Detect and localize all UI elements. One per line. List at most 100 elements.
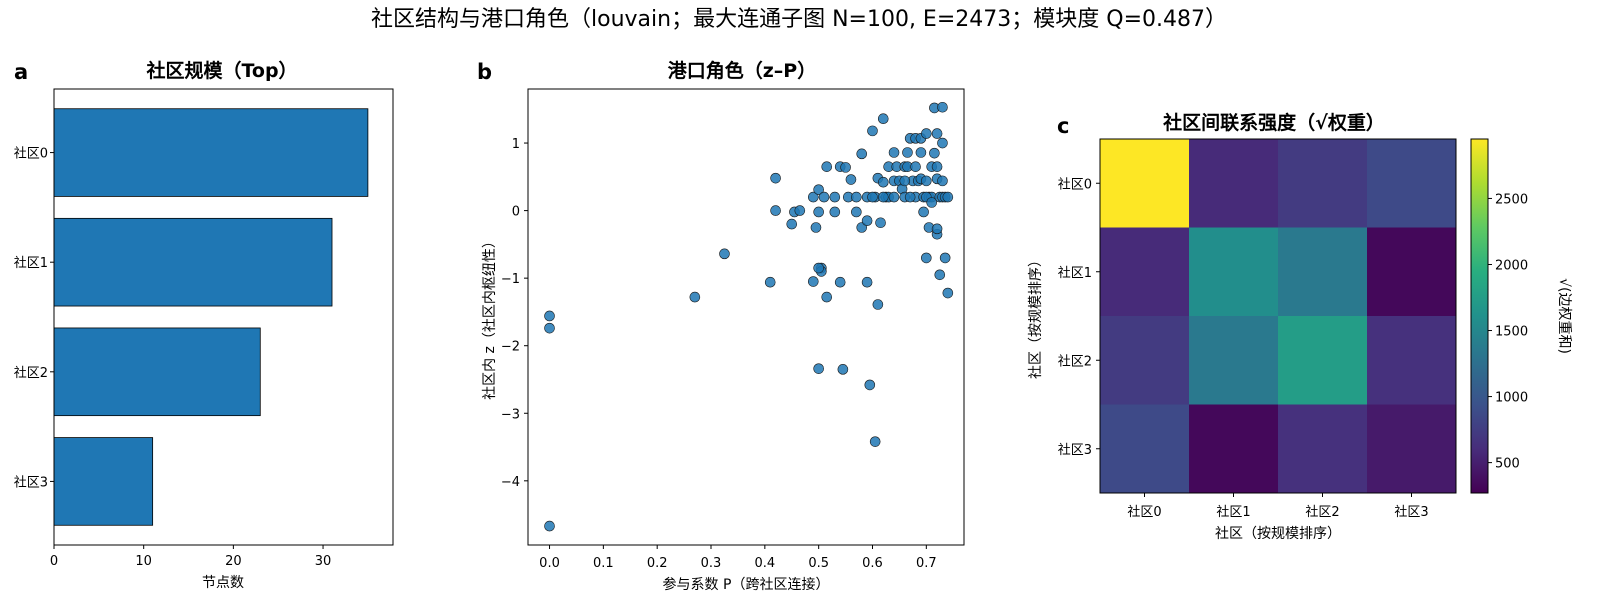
panel-c-axes-frame: [1099, 138, 1457, 494]
scatter-point: [818, 191, 830, 203]
scatter-point: [544, 310, 555, 322]
scatter-point: [807, 191, 819, 203]
scatter-point: [770, 172, 781, 184]
heatmap-cell: [1367, 404, 1457, 494]
scatter-point: [851, 191, 862, 203]
panel-c-ylabel: 社区（按规模排序）: [1028, 253, 1044, 379]
scatter-point: [840, 162, 851, 173]
y-tick-label: 社区0: [1058, 176, 1092, 192]
scatter-point: [888, 147, 900, 158]
panel-c-heatmap: c 社区间联系强度（√权重） 社区0 社区1 社区2 社区3 社区0 社区1 社区2 社区3…: [1028, 111, 1572, 542]
heatmap-cell: [1189, 404, 1279, 494]
scatter-point: [834, 276, 846, 288]
scatter-point: [877, 191, 889, 203]
x-tick-label: 20: [225, 554, 242, 569]
panel-a-axes-frame: [53, 88, 394, 546]
y-tick-label: 社区1: [14, 255, 48, 271]
scatter-point: [877, 176, 889, 188]
heatmap-cell: [1189, 316, 1279, 405]
scatter-point: [689, 291, 701, 303]
scatter-point: [904, 191, 916, 203]
scatter-point: [851, 206, 862, 218]
panel-c-title: 社区间联系强度（√权重）: [1162, 111, 1385, 134]
scatter-point: [544, 520, 555, 532]
colorbar-tick-label: 2000: [1495, 258, 1528, 273]
colorbar-tick-label: 2500: [1495, 192, 1528, 207]
panel-b-scatter-chart: b 港口角色（z–P） 0.0 0.1 0.2 0.3 0.4 0.5 0.6 0.7 1 0 −…: [477, 59, 965, 593]
scatter-point: [921, 128, 932, 139]
heatmap-cell: [1100, 227, 1190, 317]
heatmap-cell: [1100, 316, 1190, 405]
colorbar-tick-label: 500: [1495, 457, 1520, 472]
scatter-point: [875, 217, 886, 229]
scatter-point: [864, 379, 876, 391]
bar-社区1: [53, 217, 333, 307]
panel-a-title: 社区规模（Top）: [145, 59, 297, 82]
scatter-point: [929, 147, 940, 159]
scatter-point: [910, 161, 921, 172]
scatter-point: [861, 215, 873, 227]
heatmap-cell: [1367, 227, 1457, 317]
panel-b-axes-frame: [527, 88, 965, 546]
scatter-point: [821, 291, 833, 303]
x-tick-label: 30: [315, 554, 332, 569]
bar-社区3: [53, 437, 154, 526]
y-tick-label: 社区1: [1058, 265, 1092, 281]
y-tick-label: −4: [501, 475, 520, 490]
heatmap-cell: [1189, 227, 1279, 317]
heatmap-cell: [1278, 227, 1368, 317]
y-tick-label: 1: [512, 137, 520, 152]
scatter-point: [918, 206, 929, 218]
x-tick-label: 0.0: [539, 556, 560, 571]
colorbar: [1470, 138, 1489, 494]
heatmap-cell: [1367, 139, 1457, 228]
scatter-point: [937, 175, 948, 187]
scatter-point: [934, 269, 946, 281]
scatter-point: [926, 197, 938, 208]
y-tick-label: 社区0: [14, 146, 48, 162]
colorbar-label: √(边权重和): [1556, 278, 1572, 354]
x-tick-label: 0.5: [808, 556, 829, 571]
heatmap-cell: [1100, 404, 1190, 494]
scatter-point: [861, 276, 873, 288]
y-tick-label: 社区2: [1058, 353, 1092, 369]
scatter-point: [829, 191, 841, 203]
scatter-point: [856, 148, 868, 160]
scatter-point: [937, 101, 948, 113]
scatter-point: [544, 322, 555, 334]
x-tick-label: 0.2: [647, 556, 668, 571]
scatter-point: [942, 287, 954, 299]
scatter-point: [810, 222, 822, 233]
scatter-point: [813, 206, 824, 218]
scatter-point: [931, 161, 943, 172]
scatter-point: [829, 206, 841, 218]
bar-社区0: [53, 108, 369, 197]
scatter-point: [837, 364, 849, 375]
y-tick-label: 社区3: [1058, 442, 1092, 458]
y-tick-label: −2: [501, 340, 520, 355]
scatter-point: [867, 125, 878, 137]
figure-suptitle: 社区结构与港口角色（louvain；最大连通子图 N=100, E=2473；模…: [371, 7, 1227, 32]
heatmap-cell: [1278, 316, 1368, 405]
scatter-point: [821, 161, 833, 172]
scatter-point: [813, 363, 824, 374]
x-tick-label: 0.3: [701, 556, 722, 571]
scatter-point: [786, 218, 798, 230]
x-tick-label: 0: [50, 554, 58, 569]
scatter-point: [770, 205, 781, 216]
x-tick-label: 0.1: [593, 556, 614, 571]
x-tick-label: 10: [135, 554, 152, 569]
x-tick-label: 社区0: [1127, 504, 1161, 520]
panel-a-label: a: [14, 60, 28, 84]
scatter-point: [813, 184, 824, 195]
colorbar-tick-label: 1000: [1495, 391, 1528, 406]
scatter-point: [867, 191, 878, 203]
scatter-point: [807, 276, 819, 287]
scatter-point: [764, 276, 776, 288]
scatter-point: [931, 128, 943, 139]
bar-社区2: [53, 327, 261, 417]
panel-b-label: b: [477, 60, 492, 84]
y-tick-label: 社区3: [14, 474, 48, 490]
scatter-point: [902, 147, 913, 158]
